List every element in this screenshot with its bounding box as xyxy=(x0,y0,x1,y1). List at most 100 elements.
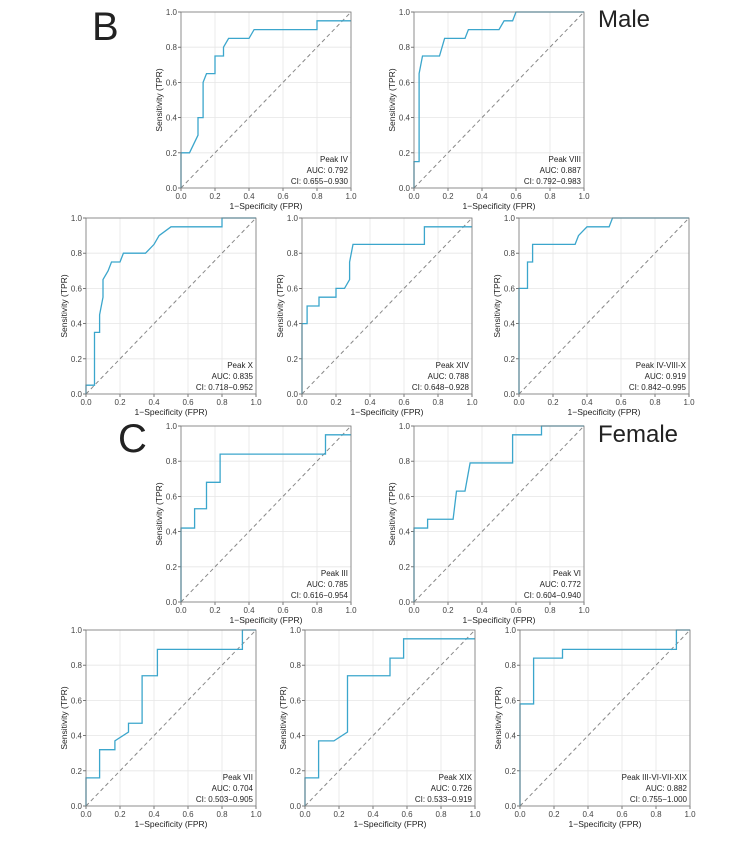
annotation: CI: 0.718−0.952 xyxy=(196,383,254,392)
x-tick-label: 0.6 xyxy=(398,398,410,407)
x-tick-label: 1.0 xyxy=(250,810,262,819)
x-tick-label: 0.8 xyxy=(216,810,228,819)
x-tick-label: 0.8 xyxy=(311,606,323,615)
x-axis-title: 1−Specificity (FPR) xyxy=(463,615,536,625)
annotation: Peak XIV xyxy=(436,361,470,370)
reference-diagonal xyxy=(413,11,585,189)
y-tick-label: 0.0 xyxy=(399,184,411,193)
x-tick-label: 0.8 xyxy=(311,192,323,201)
plot-border xyxy=(180,425,352,603)
y-axis-title: Sensitivity (TPR) xyxy=(59,274,69,337)
annotation: AUC: 0.792 xyxy=(307,166,349,175)
annotation: CI: 0.616−0.954 xyxy=(291,591,349,600)
x-tick-label: 0.4 xyxy=(148,398,160,407)
x-tick-label: 0.4 xyxy=(243,192,255,201)
annotation: CI: 0.755−1.000 xyxy=(630,795,688,804)
y-tick-label: 1.0 xyxy=(166,8,178,17)
y-tick-label: 0.2 xyxy=(290,767,302,776)
x-tick-label: 0.4 xyxy=(367,810,379,819)
x-tick-label: 0.4 xyxy=(476,606,488,615)
x-tick-label: 0.2 xyxy=(209,192,221,201)
x-tick-label: 0.2 xyxy=(548,810,560,819)
y-tick-label: 0.8 xyxy=(290,661,302,670)
y-tick-label: 0.2 xyxy=(504,355,516,364)
y-axis-title: Sensitivity (TPR) xyxy=(154,482,164,545)
y-tick-label: 0.0 xyxy=(71,802,83,811)
plot-border xyxy=(85,217,257,395)
y-tick-label: 0.6 xyxy=(290,696,302,705)
x-axis-title: 1−Specificity (FPR) xyxy=(463,201,536,211)
x-tick-label: 0.2 xyxy=(333,810,345,819)
reference-diagonal xyxy=(413,425,585,603)
x-tick-label: 1.0 xyxy=(469,810,481,819)
plot-border xyxy=(519,629,691,807)
y-axis-title: Sensitivity (TPR) xyxy=(493,686,503,749)
y-tick-label: 0.6 xyxy=(166,78,178,87)
reference-diagonal xyxy=(304,629,476,807)
y-tick-label: 1.0 xyxy=(71,626,83,635)
y-tick-label: 1.0 xyxy=(505,626,517,635)
roc-curve xyxy=(301,226,472,394)
x-tick-label: 0.4 xyxy=(148,810,160,819)
x-tick-label: 1.0 xyxy=(250,398,262,407)
x-axis-title: 1−Specificity (FPR) xyxy=(569,819,642,829)
annotation: AUC: 0.788 xyxy=(428,372,470,381)
y-tick-label: 1.0 xyxy=(287,214,299,223)
plot-border xyxy=(85,629,257,807)
roc-curve xyxy=(413,11,584,188)
x-tick-label: 1.0 xyxy=(684,810,696,819)
x-tick-label: 0.6 xyxy=(182,398,194,407)
reference-diagonal xyxy=(519,629,691,807)
annotation: CI: 0.648−0.928 xyxy=(412,383,470,392)
plot-border xyxy=(413,11,585,189)
annotation: AUC: 0.835 xyxy=(212,372,254,381)
x-tick-label: 0.0 xyxy=(175,192,187,201)
reference-diagonal xyxy=(518,217,690,395)
y-tick-label: 0.6 xyxy=(166,492,178,501)
annotation: Peak X xyxy=(227,361,253,370)
y-tick-label: 0.4 xyxy=(504,320,516,329)
y-tick-label: 1.0 xyxy=(399,8,411,17)
x-axis-title: 1−Specificity (FPR) xyxy=(230,201,303,211)
y-axis-title: Sensitivity (TPR) xyxy=(387,482,397,545)
x-tick-label: 0.8 xyxy=(432,398,444,407)
group-label: Male xyxy=(598,6,650,33)
panel-letter: B xyxy=(92,5,119,49)
plot-border xyxy=(180,11,352,189)
x-tick-label: 1.0 xyxy=(345,192,357,201)
y-tick-label: 1.0 xyxy=(399,422,411,431)
y-tick-label: 0.0 xyxy=(504,390,516,399)
annotation: Peak IV-VIII-X xyxy=(636,361,687,370)
y-tick-label: 0.2 xyxy=(166,149,178,158)
y-tick-label: 0.0 xyxy=(290,802,302,811)
x-tick-label: 0.6 xyxy=(616,810,628,819)
y-tick-label: 0.8 xyxy=(71,249,83,258)
y-tick-label: 0.4 xyxy=(399,114,411,123)
y-axis-title: Sensitivity (TPR) xyxy=(59,686,69,749)
annotation: AUC: 0.704 xyxy=(212,784,254,793)
x-tick-label: 0.4 xyxy=(476,192,488,201)
x-tick-label: 0.6 xyxy=(401,810,413,819)
x-tick-label: 0.6 xyxy=(182,810,194,819)
plot-border xyxy=(301,217,473,395)
x-tick-label: 0.8 xyxy=(544,606,556,615)
x-tick-label: 1.0 xyxy=(578,606,590,615)
x-tick-label: 0.2 xyxy=(442,606,454,615)
annotation: Peak VI xyxy=(553,569,581,578)
annotation: CI: 0.503−0.905 xyxy=(196,795,254,804)
annotation: Peak III xyxy=(321,569,348,578)
x-tick-label: 0.0 xyxy=(80,810,92,819)
annotation: AUC: 0.785 xyxy=(307,580,349,589)
x-axis-title: 1−Specificity (FPR) xyxy=(351,407,424,417)
y-tick-label: 0.0 xyxy=(71,390,83,399)
x-tick-label: 0.0 xyxy=(408,192,420,201)
y-tick-label: 1.0 xyxy=(290,626,302,635)
roc-curve xyxy=(519,629,690,806)
roc-curve xyxy=(413,425,584,602)
x-tick-label: 0.4 xyxy=(582,810,594,819)
y-tick-label: 0.4 xyxy=(505,732,517,741)
y-tick-label: 0.2 xyxy=(287,355,299,364)
y-tick-label: 0.4 xyxy=(287,320,299,329)
y-axis-title: Sensitivity (TPR) xyxy=(278,686,288,749)
